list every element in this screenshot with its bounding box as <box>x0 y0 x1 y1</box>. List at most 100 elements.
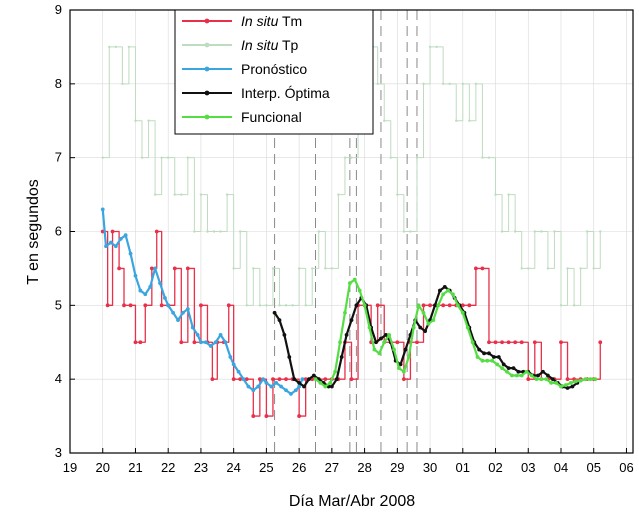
data-point <box>329 384 334 389</box>
data-point <box>441 303 446 308</box>
data-point <box>311 267 314 270</box>
data-point <box>533 230 537 233</box>
data-point <box>328 380 333 385</box>
data-point <box>389 156 392 159</box>
x-tick-label: 24 <box>226 460 240 475</box>
data-point <box>559 384 563 389</box>
data-point <box>487 156 491 159</box>
data-point <box>343 156 347 159</box>
data-point <box>374 340 378 345</box>
data-point <box>344 332 349 337</box>
data-point <box>559 304 563 307</box>
data-point <box>199 340 203 345</box>
data-point <box>448 82 451 86</box>
data-point <box>474 82 478 86</box>
data-point <box>493 340 498 345</box>
data-point <box>491 355 496 359</box>
data-point <box>251 414 256 418</box>
legend-swatch-marker <box>204 66 210 72</box>
data-point <box>133 340 138 345</box>
data-point <box>418 325 423 330</box>
data-point <box>505 369 509 374</box>
data-point <box>442 284 447 289</box>
data-point <box>546 267 550 270</box>
data-point <box>208 344 213 348</box>
data-point <box>579 267 582 270</box>
x-tick-label: 03 <box>521 460 535 475</box>
y-axis-title: T en segundos <box>25 179 42 285</box>
data-point <box>379 336 383 341</box>
data-point <box>244 377 249 382</box>
data-point <box>509 373 514 378</box>
data-point <box>534 377 539 382</box>
data-point <box>519 373 524 378</box>
data-point <box>482 351 486 356</box>
data-point <box>128 303 133 308</box>
data-point <box>239 230 242 233</box>
data-point <box>495 362 500 367</box>
data-point <box>554 380 558 385</box>
data-point <box>274 380 279 385</box>
legend-label: Interp. Óptima <box>241 85 330 101</box>
data-point <box>421 310 426 315</box>
data-point <box>277 377 282 382</box>
data-point <box>455 303 460 308</box>
data-point <box>513 340 518 345</box>
data-point <box>158 281 162 286</box>
data-point <box>271 267 275 270</box>
data-point <box>401 377 406 382</box>
data-point <box>396 193 399 196</box>
data-point <box>154 229 159 234</box>
data-point <box>134 119 137 122</box>
data-point <box>284 377 288 382</box>
data-point <box>433 303 437 308</box>
data-point <box>372 347 377 352</box>
data-point <box>223 340 228 345</box>
y-tick-label: 7 <box>55 150 62 165</box>
data-point <box>236 369 241 374</box>
data-point <box>166 303 171 308</box>
data-point <box>553 230 556 233</box>
legend-label-italic: In situ <box>241 13 279 29</box>
data-point <box>176 318 180 322</box>
data-point <box>367 325 372 330</box>
data-point <box>467 303 472 308</box>
data-point <box>203 340 208 345</box>
data-point <box>133 273 138 278</box>
legend-swatch-marker <box>204 90 210 96</box>
data-point <box>470 340 475 345</box>
data-point <box>568 380 573 385</box>
data-point <box>441 82 445 86</box>
data-point <box>423 329 428 334</box>
data-point <box>334 377 339 382</box>
data-point <box>192 340 197 345</box>
data-point <box>232 267 235 270</box>
data-point <box>527 267 530 270</box>
data-point <box>519 340 524 345</box>
data-point <box>195 332 200 337</box>
data-point <box>362 303 367 308</box>
data-point <box>352 277 357 282</box>
data-point <box>526 377 531 382</box>
data-point <box>426 321 431 326</box>
data-point <box>251 388 256 393</box>
data-point <box>583 377 588 382</box>
data-point <box>532 340 537 345</box>
data-point <box>226 303 231 308</box>
data-point <box>292 377 297 382</box>
data-point <box>153 193 157 196</box>
legend-label: In situ Tm <box>241 13 302 29</box>
data-point <box>446 288 450 293</box>
data-point <box>511 366 516 370</box>
data-point <box>566 267 569 270</box>
data-point <box>401 369 406 374</box>
series-2 <box>100 207 305 396</box>
data-point <box>121 82 124 86</box>
y-tick-label: 5 <box>55 297 62 312</box>
data-point <box>529 373 534 378</box>
data-point <box>428 303 432 308</box>
series-group <box>100 45 603 418</box>
data-point <box>516 369 521 374</box>
data-point <box>311 373 316 378</box>
